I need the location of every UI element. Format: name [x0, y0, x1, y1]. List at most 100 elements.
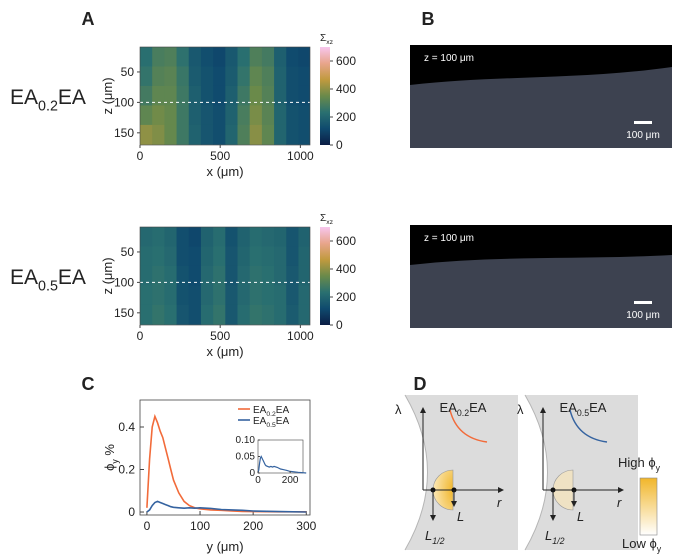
- heatmap-cell: [237, 285, 251, 306]
- y-tick-label: 50: [121, 65, 135, 79]
- panel-label: B: [422, 9, 435, 29]
- heatmap-cell: [140, 124, 153, 145]
- gray-region-border: [404, 394, 428, 551]
- heatmap-cell: [261, 85, 275, 106]
- heatmap-cell: [213, 124, 226, 145]
- heatmap-cell: [213, 265, 226, 286]
- heatmap-cell: [164, 246, 178, 267]
- heatmap-cell: [274, 85, 287, 106]
- heatmap-cell: [249, 285, 263, 306]
- legend-label: EA0.2EA: [253, 405, 289, 418]
- heatmap-cell: [298, 47, 310, 67]
- L-half-label-part: 1/2: [552, 536, 564, 546]
- inset-x-tick-label: 200: [282, 475, 299, 486]
- plot-frame: [139, 46, 311, 146]
- heatmap-cell: [140, 285, 153, 306]
- heatmap-cell: [213, 285, 226, 306]
- heatmap-cell: [225, 66, 239, 87]
- L-label: L: [457, 509, 464, 524]
- heatmap-cell: [140, 227, 153, 247]
- heatmap-cell: [213, 105, 226, 126]
- low-label-part: y: [657, 544, 662, 554]
- colorbar-tick-label: 200: [336, 110, 356, 124]
- heatmap-cell: [188, 227, 202, 247]
- y-tick-label: 0.2: [118, 463, 135, 477]
- depth-label: z = 100 μm: [424, 53, 474, 64]
- heatmap-cell: [286, 285, 299, 306]
- row-label: EA0.2EA: [10, 86, 86, 114]
- heatmap-cell: [176, 66, 190, 87]
- heatmap-cell: [225, 105, 239, 126]
- heatmap-cell: [237, 227, 251, 247]
- heatmap-cell: [213, 47, 226, 67]
- heatmap-cell: [237, 85, 251, 106]
- heatmap-cell: [249, 304, 263, 325]
- colorbar: [320, 227, 330, 325]
- heatmap-cell: [176, 124, 190, 145]
- heatmap-cell: [237, 105, 251, 126]
- heatmap-cell: [298, 246, 310, 267]
- high-label-part: y: [656, 463, 661, 473]
- x-tick-label: 0: [144, 519, 151, 533]
- heatmap-cell: [286, 227, 299, 247]
- diagram-title-part: 0.2: [457, 408, 469, 418]
- diagram-title: EA0.5EA: [560, 400, 607, 418]
- colorbar-tick-label: 400: [336, 262, 356, 276]
- heatmap-cell: [225, 285, 239, 306]
- heatmap-cell: [274, 304, 287, 325]
- heatmap-cell: [298, 85, 310, 106]
- colorbar-label-part: xz: [326, 39, 333, 46]
- heatmap-cell: [176, 105, 190, 126]
- x-tick-label: 0: [137, 149, 144, 163]
- y-axis-label: ϕy %: [102, 444, 120, 471]
- y-tick-label: 150: [114, 306, 134, 320]
- y-tick-label: 0: [128, 505, 135, 519]
- heatmap-cell: [176, 246, 190, 267]
- heatmap-cell: [286, 246, 299, 267]
- L-half-label: L1/2: [545, 528, 565, 546]
- heatmap-cell: [140, 47, 153, 67]
- heatmap-cell: [249, 227, 263, 247]
- heatmap-cell: [152, 47, 165, 67]
- heatmap-cell: [140, 265, 153, 286]
- curve: [449, 409, 488, 443]
- heatmap-cell: [200, 105, 214, 126]
- colorbar-tick-label: 0: [336, 138, 343, 152]
- row-label-part: EA: [58, 266, 86, 289]
- heatmap-cell: [200, 265, 214, 286]
- heatmap-cell: [249, 66, 263, 87]
- row-label-part: EA: [10, 266, 38, 289]
- y-axis-label: z (μm): [100, 257, 115, 294]
- scale-label: 100 μm: [626, 310, 660, 321]
- heatmap-cell: [286, 105, 299, 126]
- phi-scale: [639, 477, 658, 536]
- x-axis-label: y (μm): [206, 539, 243, 554]
- legend-label-part: EA: [253, 405, 267, 416]
- y-tick-label: 100: [114, 275, 134, 289]
- heatmap-cell: [237, 124, 251, 145]
- inset-x-tick-label: 0: [255, 475, 261, 486]
- colorbar-label-part: Σ: [320, 33, 326, 44]
- diagram-title-part: EA: [560, 400, 578, 415]
- heatmap-cell: [286, 47, 299, 67]
- row-label-part: EA: [58, 86, 86, 109]
- L-half-label-part: 1/2: [432, 536, 444, 546]
- row-label-part: EA: [10, 86, 38, 109]
- heatmap-cell: [164, 265, 178, 286]
- heatmap-cell: [176, 85, 190, 106]
- heatmap-cell: [200, 124, 214, 145]
- heatmap-cell: [249, 265, 263, 286]
- heatmap-cell: [188, 304, 202, 325]
- heatmap-cell: [237, 246, 251, 267]
- low-label: Low ϕy: [622, 536, 662, 554]
- heatmap-cell: [200, 85, 214, 106]
- colorbar-tick-label: 600: [336, 234, 356, 248]
- scale-label: 100 μm: [626, 130, 660, 141]
- heatmap-cell: [164, 285, 178, 306]
- y-tick-label: 100: [114, 95, 134, 109]
- plot-frame: [139, 226, 311, 326]
- gray-region: [405, 395, 518, 550]
- heatmap: [140, 227, 310, 325]
- heatmap-cell: [261, 246, 275, 267]
